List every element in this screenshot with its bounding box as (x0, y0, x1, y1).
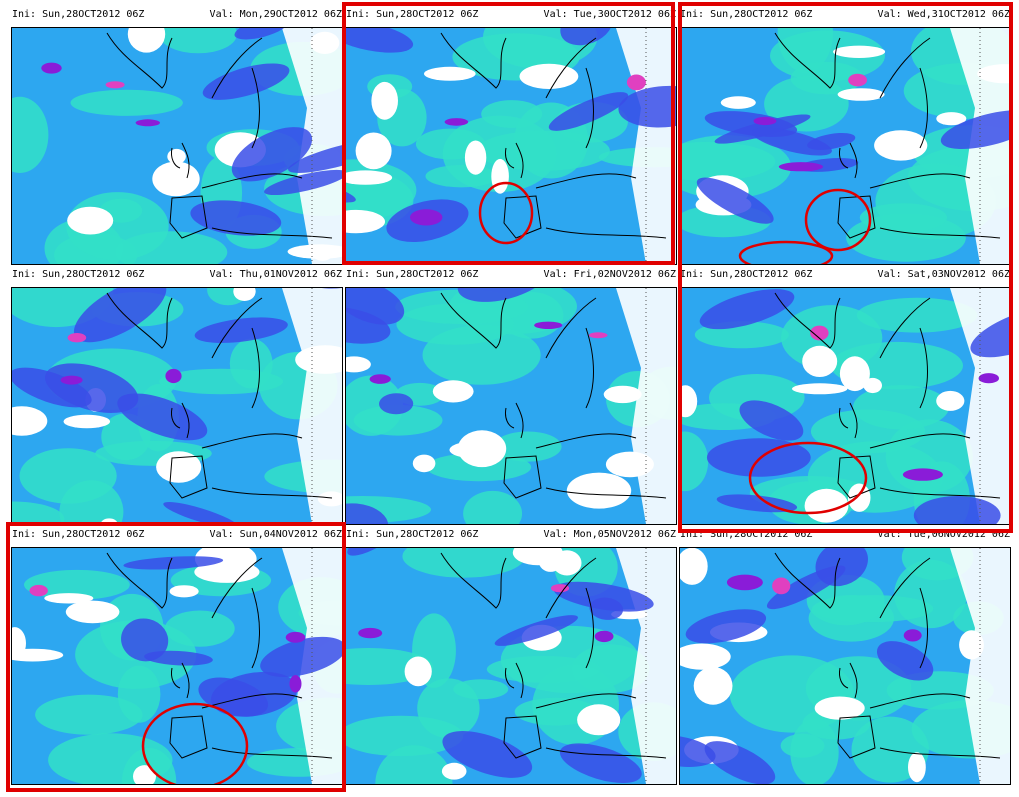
coastlines (106, 28, 333, 264)
panel-header: Ini: Sun,28OCT2012 06Z Val: Tue,30OCT201… (344, 6, 678, 24)
precipitation-map (345, 27, 677, 265)
precip-svg (12, 288, 342, 524)
valid-time-label: Val: Wed,31OCT2012 06Z (877, 9, 1010, 20)
precip-svg (12, 28, 342, 264)
precip-svg (346, 288, 676, 524)
valid-time-label: Val: Mon,05NOV2012 06Z (543, 529, 676, 540)
init-time-label: Ini: Sun,28OCT2012 06Z (680, 9, 813, 20)
panel-header: Ini: Sun,28OCT2012 06Z Val: Thu,01NOV201… (10, 266, 344, 284)
coastlines (440, 288, 667, 524)
valid-time-label: Val: Fri,02NOV2012 06Z (543, 269, 676, 280)
init-time-label: Ini: Sun,28OCT2012 06Z (346, 529, 479, 540)
forecast-panel-9: Ini: Sun,28OCT2012 06Z Val: Tue,06NOV201… (678, 525, 1012, 787)
forecast-panel-4: Ini: Sun,28OCT2012 06Z Val: Thu,01NOV201… (10, 265, 344, 527)
precip-svg (346, 28, 676, 264)
panel-header: Ini: Sun,28OCT2012 06Z Val: Tue,06NOV201… (678, 526, 1012, 544)
forecast-panel-6: Ini: Sun,28OCT2012 06Z Val: Sat,03NOV201… (678, 265, 1012, 527)
coastlines (106, 288, 333, 524)
precip-field (346, 548, 676, 784)
init-time-label: Ini: Sun,28OCT2012 06Z (680, 269, 813, 280)
highlight-circle (478, 181, 534, 245)
precip-svg (346, 548, 676, 784)
coastlines (440, 28, 667, 264)
highlight-circle (738, 240, 834, 264)
panel-header: Ini: Sun,28OCT2012 06Z Val: Mon,05NOV201… (344, 526, 678, 544)
precipitation-map (679, 287, 1011, 525)
precip-field (12, 28, 342, 264)
panel-header: Ini: Sun,28OCT2012 06Z Val: Sun,04NOV201… (10, 526, 344, 544)
coastlines (106, 548, 333, 784)
precip-field (346, 28, 676, 264)
init-time-label: Ini: Sun,28OCT2012 06Z (12, 9, 145, 20)
init-time-label: Ini: Sun,28OCT2012 06Z (12, 529, 145, 540)
precip-svg (680, 288, 1010, 524)
highlight-circle (748, 441, 868, 515)
coastlines (440, 548, 667, 784)
highlight-circle (804, 188, 872, 252)
precip-field (680, 548, 1010, 784)
valid-time-label: Val: Tue,06NOV2012 06Z (877, 529, 1010, 540)
precip-svg (12, 548, 342, 784)
coastlines (774, 28, 1001, 264)
forecast-panel-2: Ini: Sun,28OCT2012 06Z Val: Tue,30OCT201… (344, 5, 678, 267)
precipitation-map (345, 547, 677, 785)
valid-time-label: Val: Tue,30OCT2012 06Z (543, 9, 676, 20)
init-time-label: Ini: Sun,28OCT2012 06Z (12, 269, 145, 280)
precip-field (680, 28, 1010, 264)
valid-time-label: Val: Thu,01NOV2012 06Z (209, 269, 342, 280)
valid-time-label: Val: Mon,29OCT2012 06Z (209, 9, 342, 20)
highlight-circle (141, 702, 249, 784)
panel-header: Ini: Sun,28OCT2012 06Z Val: Wed,31OCT201… (678, 6, 1012, 24)
forecast-panel-3: Ini: Sun,28OCT2012 06Z Val: Wed,31OCT201… (678, 5, 1012, 267)
precipitation-map (679, 27, 1011, 265)
precipitation-map (11, 27, 343, 265)
precip-field (12, 288, 342, 524)
init-time-label: Ini: Sun,28OCT2012 06Z (346, 9, 479, 20)
panel-header: Ini: Sun,28OCT2012 06Z Val: Fri,02NOV201… (344, 266, 678, 284)
forecast-panel-7: Ini: Sun,28OCT2012 06Z Val: Sun,04NOV201… (10, 525, 344, 787)
coastlines (774, 288, 1001, 524)
init-time-label: Ini: Sun,28OCT2012 06Z (680, 529, 813, 540)
precipitation-map (345, 287, 677, 525)
valid-time-label: Val: Sun,04NOV2012 06Z (209, 529, 342, 540)
precipitation-map (679, 547, 1011, 785)
panel-header: Ini: Sun,28OCT2012 06Z Val: Mon,29OCT201… (10, 6, 344, 24)
valid-time-label: Val: Sat,03NOV2012 06Z (877, 269, 1010, 280)
precipitation-map (11, 287, 343, 525)
precip-field (12, 548, 342, 784)
forecast-panel-5: Ini: Sun,28OCT2012 06Z Val: Fri,02NOV201… (344, 265, 678, 527)
forecast-panel-8: Ini: Sun,28OCT2012 06Z Val: Mon,05NOV201… (344, 525, 678, 787)
init-time-label: Ini: Sun,28OCT2012 06Z (346, 269, 479, 280)
precip-field (346, 288, 676, 524)
precip-field (680, 288, 1010, 524)
precip-svg (680, 548, 1010, 784)
forecast-panel-1: Ini: Sun,28OCT2012 06Z Val: Mon,29OCT201… (10, 5, 344, 267)
coastlines (774, 548, 1001, 784)
panel-header: Ini: Sun,28OCT2012 06Z Val: Sat,03NOV201… (678, 266, 1012, 284)
precip-svg (680, 28, 1010, 264)
precipitation-map (11, 547, 343, 785)
